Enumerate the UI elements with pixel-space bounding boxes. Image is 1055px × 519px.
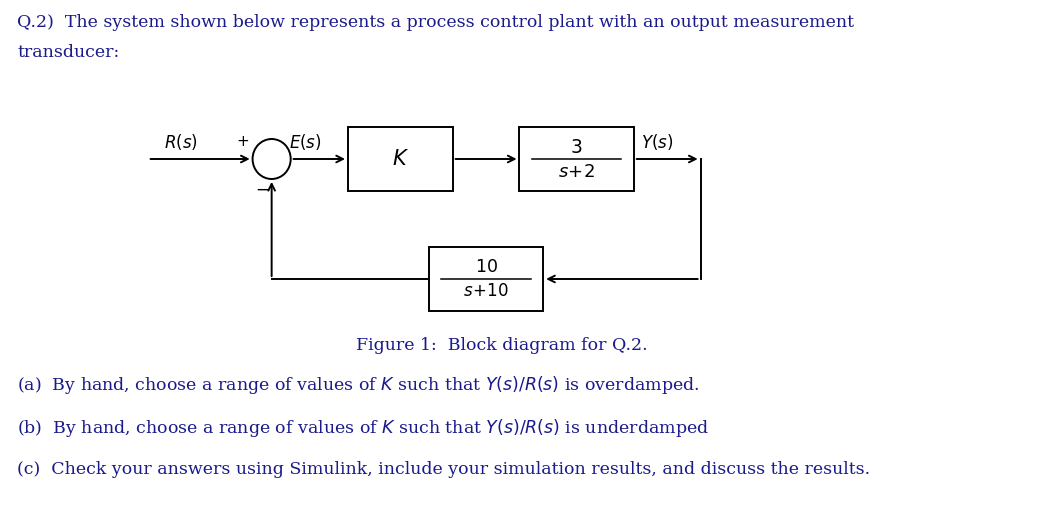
Bar [519, 127, 634, 191]
Text: $-$: $-$ [255, 181, 269, 198]
Text: $R(s)$: $R(s)$ [165, 132, 198, 152]
Bar [348, 127, 453, 191]
Text: $K$: $K$ [391, 149, 409, 169]
Text: $s\!+\!10$: $s\!+\!10$ [463, 282, 509, 299]
Text: Q.2)  The system shown below represents a process control plant with an output m: Q.2) The system shown below represents a… [17, 14, 855, 31]
Text: transducer:: transducer: [17, 44, 119, 61]
Bar [429, 247, 543, 311]
Text: $Y(s)$: $Y(s)$ [641, 132, 674, 152]
Text: (a)  By hand, choose a range of values of $K$ such that $Y(s)/R(s)$ is overdampe: (a) By hand, choose a range of values of… [17, 374, 699, 396]
Text: $s\!+\!2$: $s\!+\!2$ [558, 163, 595, 181]
Text: $E(s)$: $E(s)$ [289, 132, 322, 152]
Text: (c)  Check your answers using Simulink, include your simulation results, and dis: (c) Check your answers using Simulink, i… [17, 461, 870, 478]
Text: $+$: $+$ [236, 135, 250, 149]
Text: Figure 1:  Block diagram for Q.2.: Figure 1: Block diagram for Q.2. [357, 337, 648, 354]
Text: (b)  By hand, choose a range of values of $K$ such that $Y(s)/R(s)$ is underdamp: (b) By hand, choose a range of values of… [17, 417, 709, 439]
Text: $10$: $10$ [475, 259, 498, 276]
Text: $3$: $3$ [571, 139, 582, 157]
